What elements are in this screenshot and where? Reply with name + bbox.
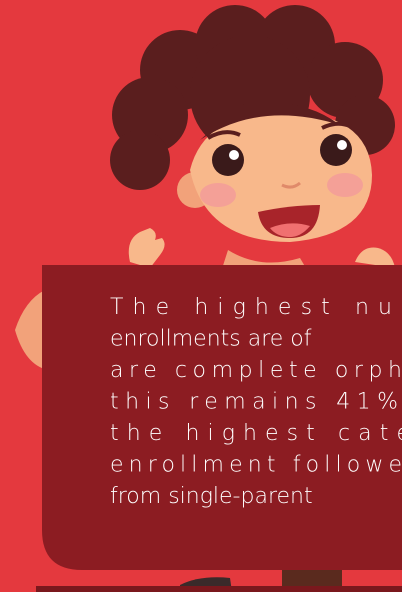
text-panel [42,265,402,570]
cheek [200,183,236,207]
hand-left [128,228,165,268]
kid-illustration [15,5,395,592]
eye [212,144,244,176]
panel-line: enrollments are of [110,327,312,352]
panel-line: this remains 41% [110,390,398,415]
eyebrow [321,121,353,130]
hand-right [355,247,395,268]
eye-highlight [229,150,239,160]
eye-highlight [337,140,347,150]
eyebrow [206,130,241,140]
next-panel [36,586,402,592]
eye [320,134,352,166]
cheek [327,173,363,197]
tongue [270,223,310,238]
panel-line: enrollment followe [110,453,402,478]
panel-line: from single-parent [110,484,313,509]
nose [281,181,301,189]
fringe [200,102,340,140]
arm-left [15,290,48,370]
